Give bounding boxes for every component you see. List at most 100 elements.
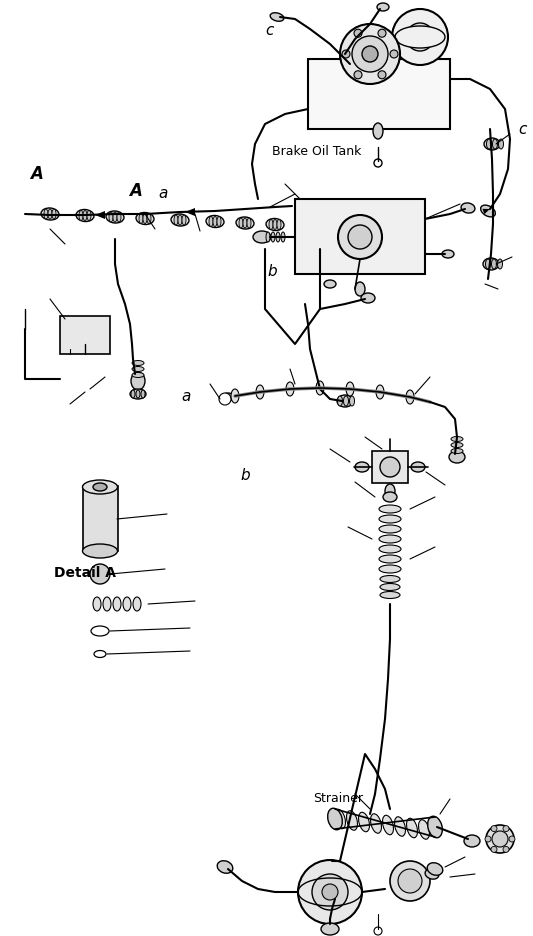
Ellipse shape: [103, 597, 111, 611]
Ellipse shape: [385, 485, 395, 499]
Ellipse shape: [277, 220, 281, 230]
Ellipse shape: [346, 811, 358, 830]
Ellipse shape: [487, 139, 491, 150]
Ellipse shape: [498, 139, 504, 150]
Ellipse shape: [464, 835, 480, 847]
Ellipse shape: [337, 397, 343, 406]
Ellipse shape: [492, 139, 497, 150]
Circle shape: [340, 25, 400, 85]
Ellipse shape: [491, 259, 497, 270]
Ellipse shape: [52, 210, 56, 220]
Circle shape: [348, 226, 372, 250]
Ellipse shape: [83, 212, 87, 221]
Ellipse shape: [132, 361, 144, 366]
Ellipse shape: [346, 383, 354, 397]
Circle shape: [378, 30, 386, 38]
Ellipse shape: [379, 555, 401, 563]
Ellipse shape: [337, 396, 353, 407]
Ellipse shape: [451, 443, 463, 448]
Ellipse shape: [481, 206, 495, 218]
Ellipse shape: [132, 373, 144, 378]
Text: c: c: [265, 23, 273, 38]
Ellipse shape: [395, 27, 445, 49]
Circle shape: [486, 826, 514, 853]
Circle shape: [312, 874, 348, 910]
Circle shape: [322, 885, 338, 900]
Ellipse shape: [113, 597, 121, 611]
Ellipse shape: [380, 592, 400, 599]
Ellipse shape: [41, 209, 59, 221]
Ellipse shape: [383, 492, 397, 503]
Ellipse shape: [213, 217, 217, 227]
Ellipse shape: [442, 251, 454, 258]
Ellipse shape: [376, 386, 384, 400]
Ellipse shape: [139, 214, 143, 225]
Ellipse shape: [373, 124, 383, 139]
Ellipse shape: [321, 923, 339, 935]
Ellipse shape: [79, 212, 83, 221]
Polygon shape: [482, 210, 490, 215]
Ellipse shape: [379, 535, 401, 544]
Ellipse shape: [451, 449, 463, 454]
Ellipse shape: [253, 232, 271, 243]
Ellipse shape: [182, 216, 186, 226]
Ellipse shape: [133, 597, 141, 611]
Ellipse shape: [143, 214, 147, 225]
Ellipse shape: [407, 818, 417, 838]
Ellipse shape: [247, 219, 251, 228]
Ellipse shape: [174, 216, 178, 226]
Circle shape: [354, 72, 362, 80]
Circle shape: [509, 836, 515, 842]
Circle shape: [503, 826, 509, 832]
Circle shape: [342, 51, 350, 59]
Bar: [308, 60, 450, 130]
Ellipse shape: [147, 214, 151, 225]
Circle shape: [491, 846, 497, 853]
Ellipse shape: [451, 437, 463, 442]
Ellipse shape: [379, 546, 401, 553]
Circle shape: [392, 10, 448, 66]
Ellipse shape: [361, 294, 375, 303]
Ellipse shape: [217, 861, 233, 873]
Circle shape: [374, 927, 382, 935]
Ellipse shape: [109, 212, 113, 223]
Ellipse shape: [355, 462, 369, 473]
Text: Detail A: Detail A: [54, 566, 116, 579]
Ellipse shape: [486, 259, 490, 270]
Ellipse shape: [497, 259, 503, 270]
Ellipse shape: [269, 220, 273, 230]
Ellipse shape: [209, 217, 213, 227]
Ellipse shape: [178, 216, 182, 226]
Ellipse shape: [449, 451, 465, 463]
Ellipse shape: [483, 258, 499, 271]
Text: Brake Oil Tank: Brake Oil Tank: [272, 145, 362, 158]
Ellipse shape: [406, 390, 414, 404]
Ellipse shape: [136, 213, 154, 226]
Circle shape: [492, 831, 508, 847]
Ellipse shape: [76, 211, 94, 222]
Ellipse shape: [206, 216, 224, 228]
Bar: [372, 451, 408, 484]
Ellipse shape: [266, 233, 270, 242]
Ellipse shape: [328, 809, 342, 830]
Ellipse shape: [377, 4, 389, 12]
Ellipse shape: [484, 139, 500, 151]
Ellipse shape: [256, 386, 264, 400]
Ellipse shape: [93, 597, 101, 611]
Ellipse shape: [117, 212, 121, 223]
Ellipse shape: [335, 810, 345, 829]
Ellipse shape: [106, 212, 124, 224]
Ellipse shape: [270, 14, 284, 22]
Circle shape: [374, 160, 382, 168]
Bar: [295, 199, 425, 274]
Ellipse shape: [141, 390, 145, 399]
Ellipse shape: [418, 820, 430, 840]
Text: a: a: [182, 388, 191, 403]
Ellipse shape: [130, 389, 146, 400]
Ellipse shape: [236, 218, 254, 229]
Circle shape: [390, 51, 398, 59]
Ellipse shape: [273, 220, 277, 230]
Ellipse shape: [113, 212, 117, 223]
Text: Strainer: Strainer: [313, 791, 364, 804]
Ellipse shape: [359, 812, 369, 832]
